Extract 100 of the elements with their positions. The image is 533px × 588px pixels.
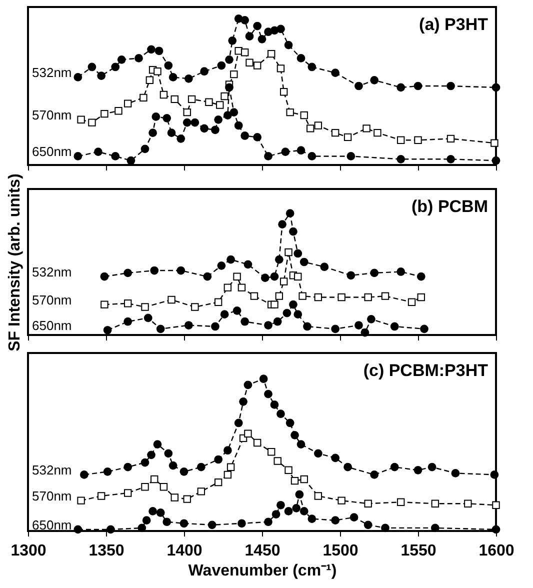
- point: [152, 112, 160, 121]
- point: [162, 114, 172, 122]
- point: [350, 513, 358, 522]
- y-axis-title: SF Intensity (arb. units): [6, 174, 24, 352]
- point: [170, 95, 178, 104]
- point: [286, 108, 294, 116]
- point: [240, 317, 250, 326]
- point: [268, 50, 276, 58]
- point: [196, 462, 206, 472]
- point: [205, 98, 213, 106]
- point: [314, 449, 322, 458]
- x-tick-label: 1450: [244, 542, 280, 560]
- point: [168, 461, 178, 470]
- point: [197, 488, 206, 496]
- point: [240, 16, 250, 24]
- chart-title: (c) PCBM:P3HT: [363, 361, 489, 380]
- point: [396, 268, 406, 276]
- point: [141, 303, 149, 311]
- point: [364, 520, 372, 530]
- point: [396, 498, 405, 506]
- series-label: 650nm: [32, 517, 72, 532]
- point: [176, 134, 186, 143]
- point: [253, 133, 262, 142]
- point: [183, 495, 191, 503]
- point: [224, 470, 232, 479]
- series-label: 650nm: [32, 144, 72, 160]
- point: [77, 496, 85, 504]
- point: [284, 507, 293, 516]
- point: [390, 322, 399, 331]
- point: [492, 525, 500, 534]
- series-label: 570nm: [32, 488, 72, 504]
- point: [296, 54, 306, 62]
- point: [331, 454, 340, 462]
- point: [308, 514, 316, 524]
- point: [364, 500, 372, 508]
- point: [300, 111, 308, 120]
- x-tick-label: 1350: [88, 542, 124, 560]
- point: [124, 489, 132, 497]
- point: [88, 62, 96, 72]
- point: [281, 148, 290, 156]
- point: [141, 483, 149, 491]
- point: [278, 220, 286, 228]
- point: [370, 268, 379, 278]
- point: [492, 156, 500, 165]
- point: [170, 494, 178, 502]
- point: [275, 292, 284, 300]
- point: [362, 124, 370, 132]
- point: [140, 144, 150, 154]
- point: [490, 470, 499, 479]
- point: [331, 68, 340, 78]
- point: [97, 492, 106, 500]
- point: [211, 126, 220, 134]
- point: [292, 504, 301, 512]
- point: [214, 478, 222, 486]
- point: [290, 430, 299, 440]
- point: [223, 446, 232, 455]
- point: [217, 261, 226, 270]
- point: [260, 274, 270, 282]
- point: [191, 303, 199, 311]
- point: [77, 116, 85, 124]
- point: [331, 516, 340, 525]
- point: [273, 317, 282, 326]
- point: [124, 100, 132, 108]
- x-axis-title: Wavenumber (cm⁻¹): [188, 562, 337, 580]
- point: [238, 519, 246, 528]
- point: [264, 321, 272, 330]
- x-tick-label: 1500: [322, 542, 358, 560]
- series-label: 532nm: [32, 462, 72, 478]
- point: [176, 266, 186, 275]
- point: [124, 317, 132, 326]
- point: [446, 154, 455, 164]
- point: [346, 152, 356, 160]
- point: [289, 300, 298, 309]
- series-label: 570nm: [32, 108, 72, 123]
- point: [296, 440, 306, 448]
- point: [100, 272, 109, 281]
- point: [214, 298, 222, 306]
- point: [284, 466, 292, 474]
- point: [374, 128, 382, 137]
- point: [103, 326, 112, 334]
- point: [234, 121, 243, 130]
- point: [111, 152, 120, 160]
- point: [264, 390, 272, 398]
- point: [253, 62, 262, 70]
- point: [244, 260, 252, 269]
- point: [164, 61, 173, 70]
- point: [396, 136, 405, 144]
- point: [220, 310, 229, 318]
- point: [390, 462, 399, 472]
- point: [270, 272, 279, 281]
- point: [214, 455, 223, 464]
- point: [370, 76, 379, 84]
- point: [370, 470, 379, 479]
- point: [253, 22, 262, 30]
- point: [80, 470, 88, 479]
- point: [274, 457, 282, 465]
- point: [184, 321, 193, 330]
- point: [233, 272, 241, 280]
- point: [224, 284, 232, 292]
- point: [490, 139, 498, 147]
